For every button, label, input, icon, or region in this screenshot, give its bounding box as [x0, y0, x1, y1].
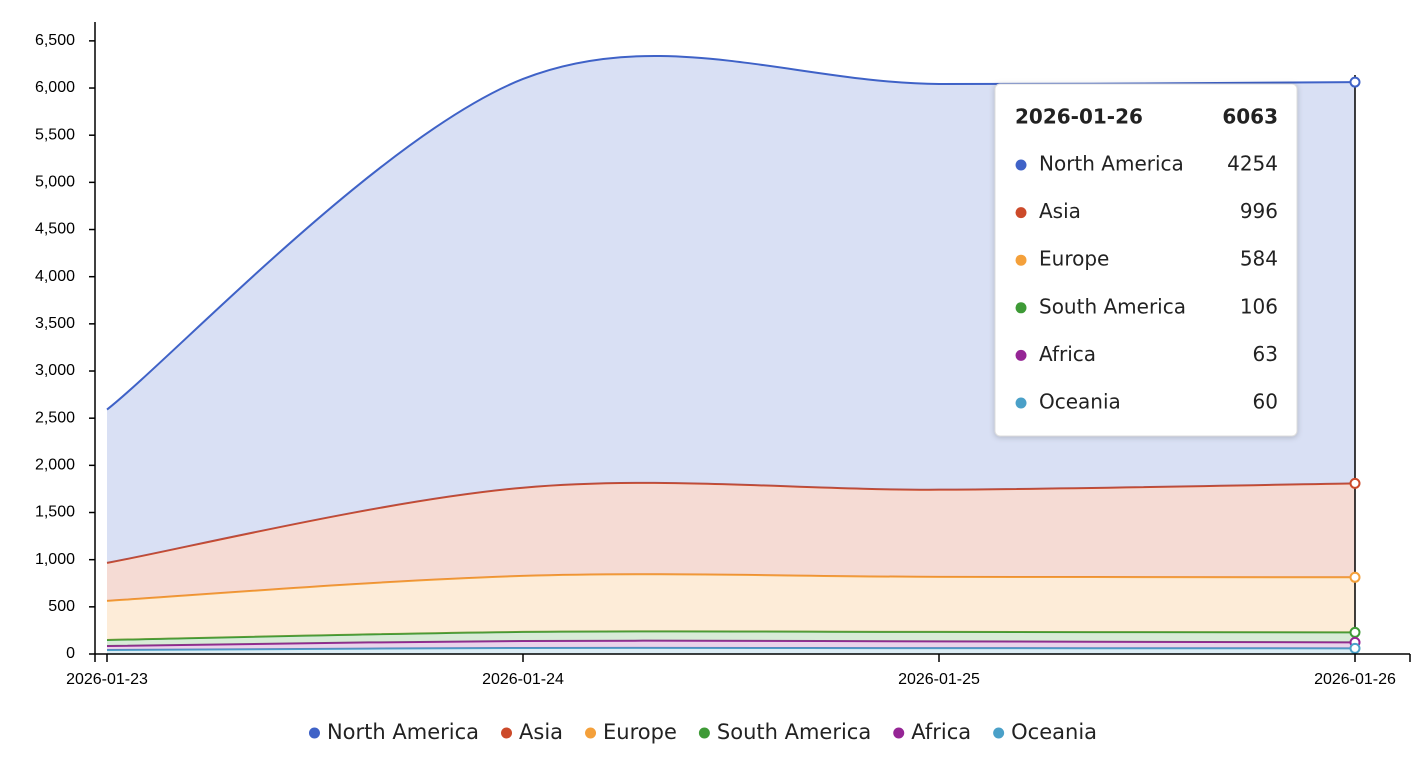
tooltip-name: Africa [1039, 342, 1096, 366]
tooltip-total: 6063 [1222, 105, 1278, 129]
y-tick-label: 5,500 [35, 126, 75, 143]
hover-marker [1349, 626, 1361, 638]
tooltip-swatch [1015, 207, 1027, 219]
hover-marker [1349, 477, 1361, 489]
tooltip-swatch [1015, 159, 1027, 171]
y-tick-label: 500 [48, 598, 75, 615]
area [107, 574, 1355, 640]
tooltip-swatch [1015, 397, 1027, 409]
y-tick-label: 6,000 [35, 79, 75, 96]
area-line [106, 630, 1356, 641]
tooltip-name: South America [1039, 294, 1186, 318]
y-tick-label: 5,000 [35, 174, 75, 191]
area-line [106, 481, 1356, 564]
y-tick-label: 1,500 [35, 504, 75, 521]
tooltip-value: 584 [1240, 247, 1278, 271]
tooltip-swatch [1015, 254, 1027, 266]
tooltip-date: 2026-01-26 [1015, 105, 1143, 129]
tooltip-swatch [1015, 349, 1027, 361]
legend-swatch [993, 727, 1005, 739]
y-tick-label: 0 [66, 645, 75, 662]
y-tick-label: 3,500 [35, 315, 75, 332]
legend-label: Africa [911, 720, 971, 744]
legend-label: Asia [519, 720, 563, 744]
tooltip-value: 106 [1240, 294, 1278, 318]
area [107, 482, 1355, 601]
legend-label: South America [717, 720, 871, 744]
area [107, 631, 1355, 646]
tooltip-name: Europe [1039, 247, 1109, 271]
legend-label: North America [327, 720, 479, 744]
legend-label: Oceania [1011, 720, 1097, 744]
hover-marker [1349, 642, 1361, 654]
hover-marker [1349, 76, 1361, 88]
y-tick-label: 6,500 [35, 32, 75, 49]
legend-swatch [501, 727, 513, 739]
area [107, 647, 1355, 654]
tooltip-swatch [1015, 302, 1027, 314]
area-line [106, 639, 1356, 647]
hover-marker [1349, 571, 1361, 583]
tooltip-name: Asia [1039, 199, 1081, 223]
y-tick-label: 4,000 [35, 268, 75, 285]
tooltip-value: 996 [1240, 199, 1278, 223]
area-line [106, 573, 1356, 602]
x-tick-label: 2026-01-26 [1314, 671, 1396, 688]
tooltip-name: North America [1039, 152, 1184, 176]
tooltip-name: Oceania [1039, 390, 1121, 414]
x-tick-label: 2026-01-23 [66, 671, 148, 688]
area [107, 640, 1355, 651]
y-tick-label: 1,000 [35, 551, 75, 568]
legend-swatch [698, 727, 710, 739]
area-line [106, 646, 1356, 652]
y-tick-label: 2,500 [35, 409, 75, 426]
y-tick-label: 4,500 [35, 221, 75, 238]
y-tick-label: 2,000 [35, 457, 75, 474]
legend: North America Asia Europe South America Afri… [308, 720, 1097, 744]
y-tick-label: 3,000 [35, 362, 75, 379]
area-line [106, 55, 1356, 411]
legend-swatch [585, 727, 597, 739]
legend-label: Europe [603, 720, 677, 744]
legend-swatch [308, 727, 320, 739]
tooltip-value: 63 [1253, 342, 1278, 366]
x-tick-label: 2026-01-25 [898, 671, 980, 688]
legend-swatch [893, 727, 905, 739]
tooltip-value: 4254 [1227, 152, 1278, 176]
tooltip-value: 60 [1253, 390, 1278, 414]
x-tick-label: 2026-01-24 [482, 671, 564, 688]
tooltip-box [994, 83, 1298, 437]
